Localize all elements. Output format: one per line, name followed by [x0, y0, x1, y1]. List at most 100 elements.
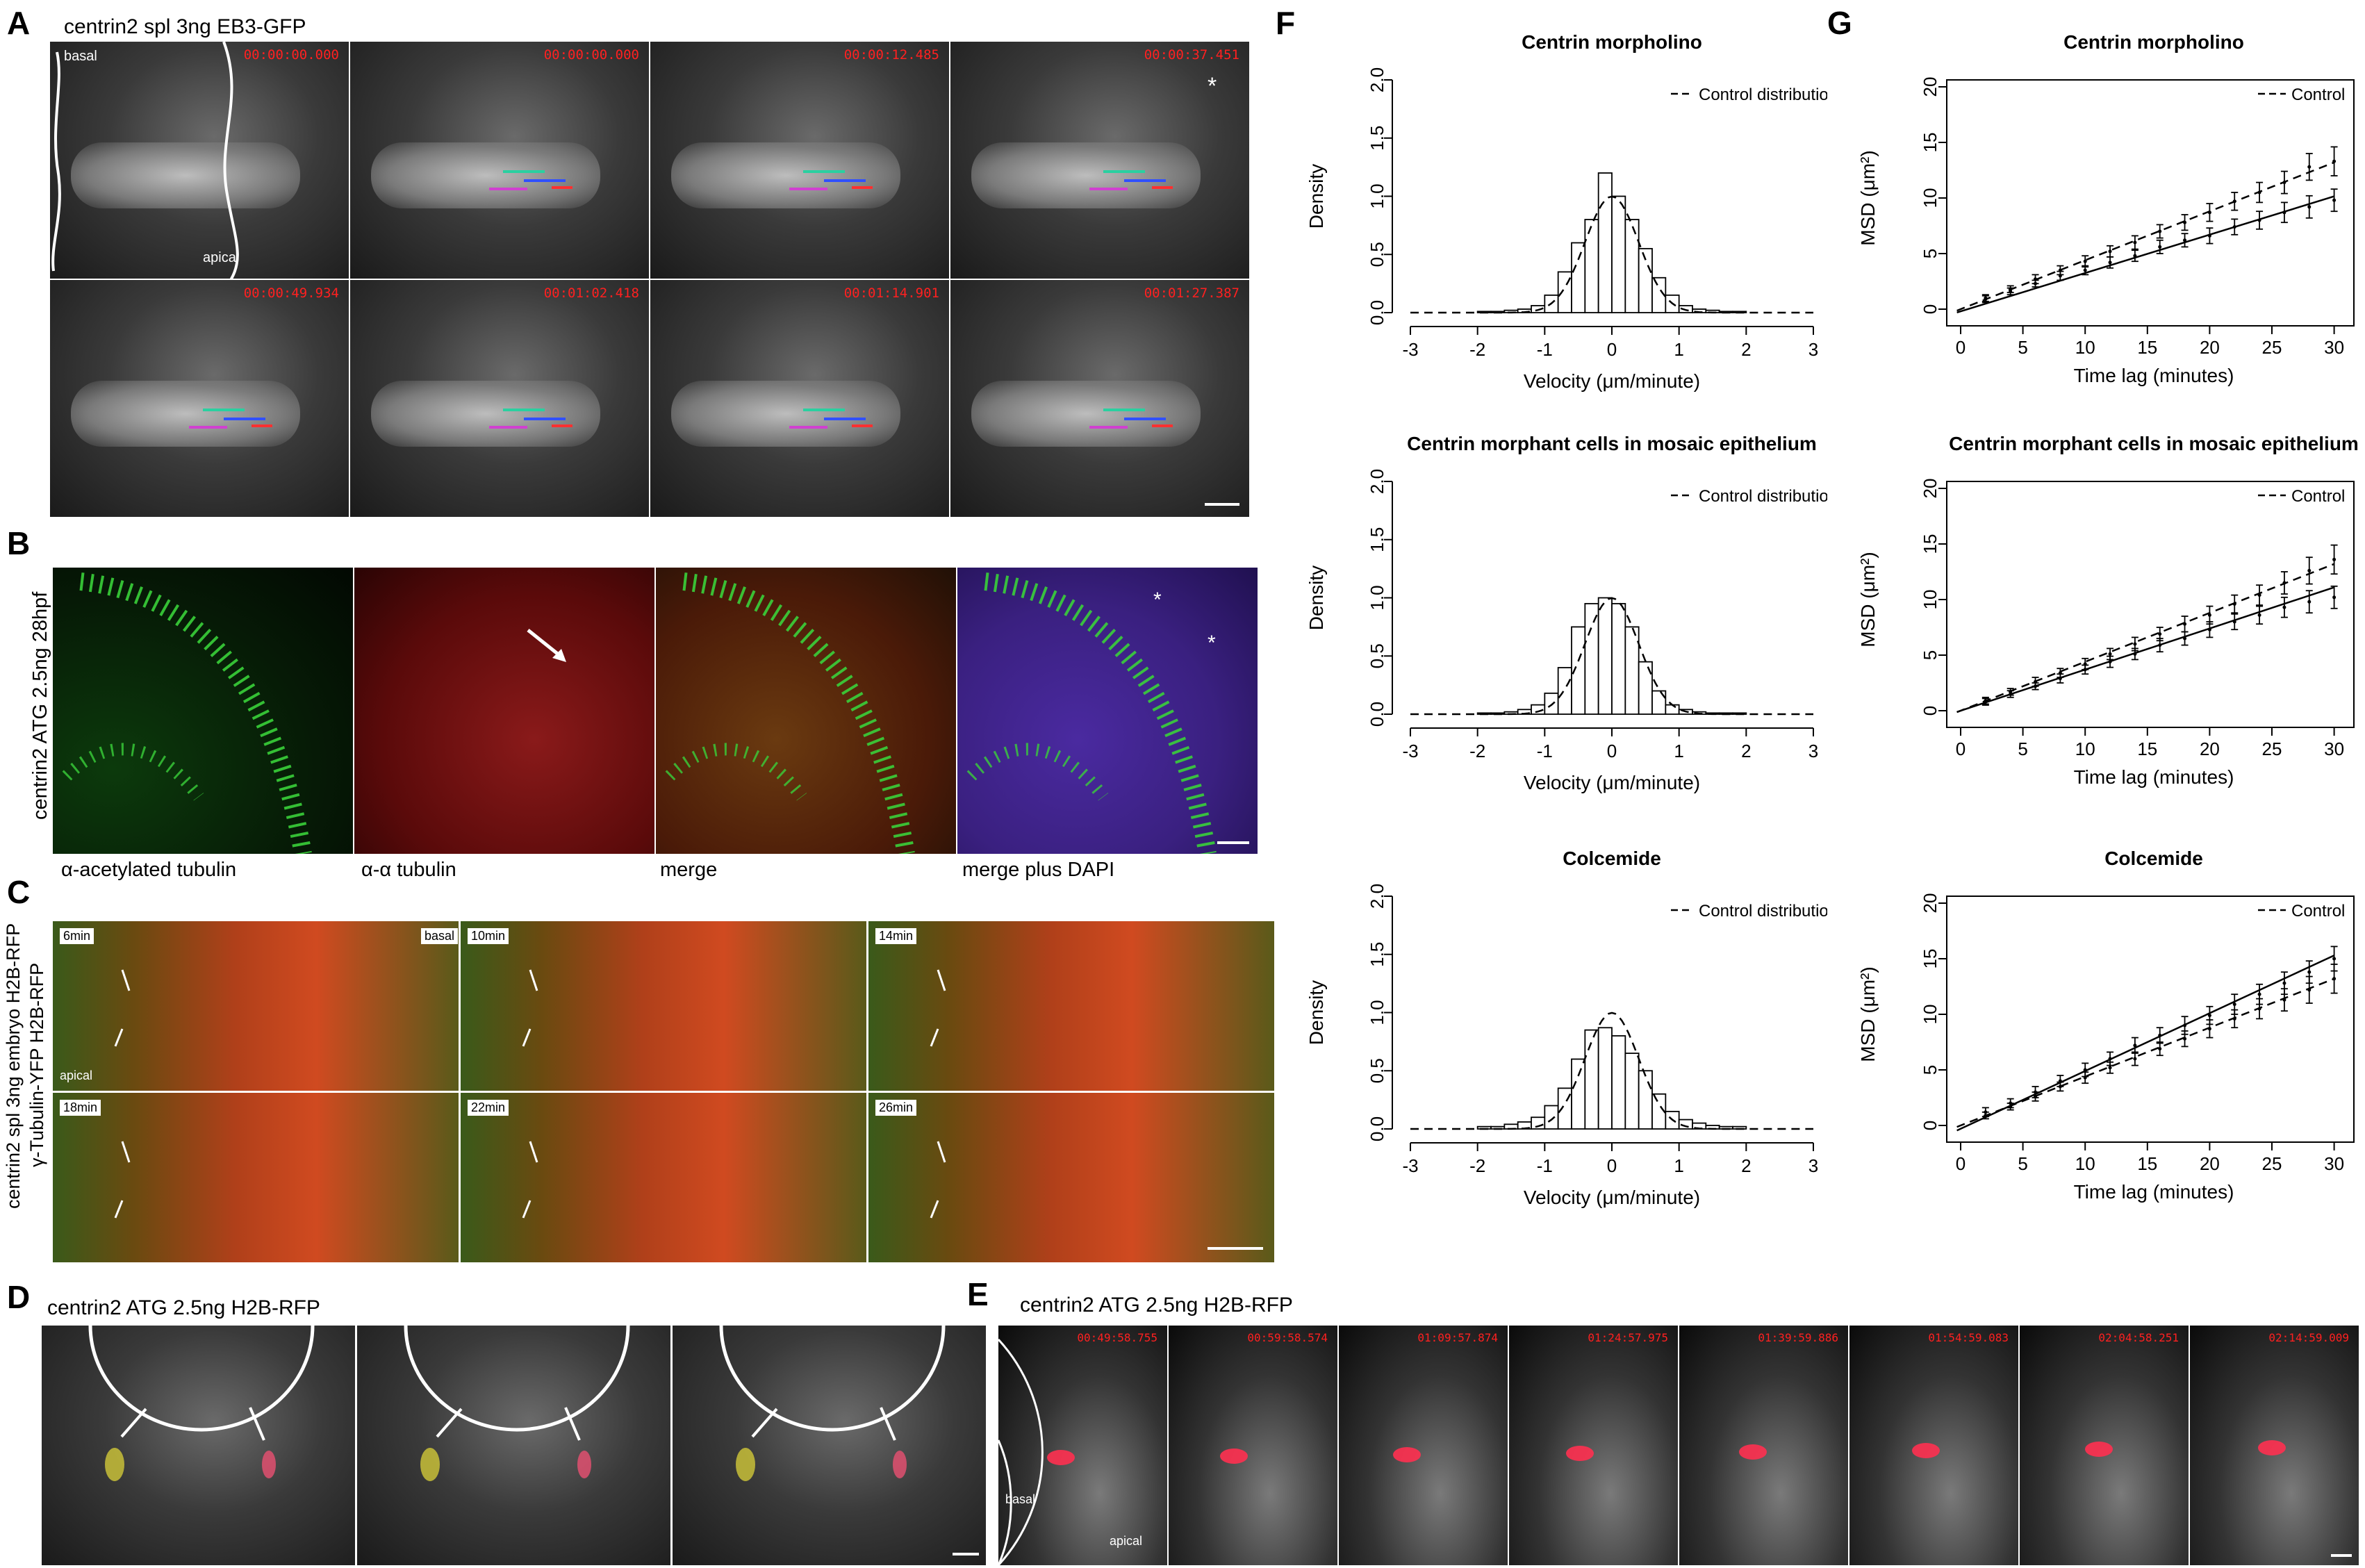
data-point: [2131, 1037, 2139, 1054]
histogram-bar: [1651, 690, 1667, 715]
y-tick-label: 1.5: [1367, 942, 1387, 967]
arrow-icon: [522, 1141, 538, 1219]
timestamp-label: 01:39:59.886: [1758, 1331, 1838, 1344]
y-tick-label: 0.5: [1367, 1058, 1387, 1083]
panel-e-frame: 01:39:59.886: [1679, 1326, 1848, 1565]
timestamp-label: 00:00:00.000: [543, 47, 639, 63]
panel-c-frame: 10min: [461, 921, 866, 1091]
x-tick-label: -3: [1402, 741, 1418, 761]
track-blue: [524, 418, 566, 420]
control-data-point: [2330, 544, 2338, 575]
scale-bar: [1208, 1247, 1263, 1250]
scale-bar: [953, 1553, 979, 1555]
control-data-point: [2057, 1081, 2064, 1092]
red-nucleus: [998, 1338, 1075, 1565]
panel-d-image: [357, 1326, 670, 1565]
data-point: [2156, 239, 2164, 254]
control-fit-line: [1956, 563, 2335, 713]
control-data-point: [2206, 203, 2214, 222]
timestamp-label: 00:00:49.934: [243, 286, 339, 301]
control-fit-line: [1956, 977, 2335, 1128]
timestamp-label: 02:14:59.009: [2268, 1331, 2349, 1344]
x-tick-label: 0: [1956, 337, 1966, 358]
plot-frame: [1946, 79, 2355, 327]
x-tick-label: 25: [2262, 738, 2282, 759]
data-point: [2231, 218, 2239, 236]
control-data-point: [2006, 688, 2014, 696]
timestamp-label: 00:49:58.755: [1077, 1331, 1157, 1344]
control-data-point: [2305, 153, 2313, 181]
y-tick-label: 0.0: [1367, 702, 1387, 727]
track-magenta: [789, 188, 827, 190]
chart-title: Colcemide: [2104, 848, 2203, 869]
x-tick-label: 20: [2200, 1153, 2220, 1174]
panel-a-frame: 00:00:37.451 *: [950, 42, 1249, 279]
control-data-point: [2107, 245, 2114, 258]
track-red: [552, 186, 572, 189]
panel-c-image-grid: 6min basal apical 10min 14min 18min 22min 26min: [53, 921, 1277, 1264]
msd-chart: Colcemide 0 5 10 15 20 0 5 10 15 20 25 30 Control MSD …: [1857, 848, 2355, 1203]
histogram-bar: [1624, 1053, 1640, 1130]
lumen-circle-overlay: [404, 1326, 630, 1481]
control-data-point: [2082, 657, 2089, 670]
x-tick-label: 10: [2075, 1153, 2095, 1174]
asterisk-marker: *: [1208, 632, 1216, 654]
panel-label-c: C: [7, 874, 31, 910]
timestamp-label: 01:09:57.874: [1417, 1331, 1498, 1344]
control-data-point: [1981, 294, 1989, 302]
histogram-chart: Colcemide 0.0 0.5 1.0 1.5 2.0 -3 -2 -1 0 1 2 3 Contro…: [1305, 848, 1827, 1208]
x-tick-label: 25: [2262, 1153, 2282, 1174]
y-tick-label: 2.0: [1367, 469, 1387, 494]
arrow-icon: [114, 969, 131, 1047]
x-tick-label: 20: [2200, 337, 2220, 358]
panel-c-frame: 6min basal apical: [53, 921, 459, 1091]
fit-line: [1956, 195, 2334, 314]
control-data-point: [2256, 181, 2264, 204]
control-data-point: [2280, 988, 2288, 1012]
panel-e-frame: 00:59:58.574: [1169, 1326, 1337, 1565]
x-tick-label: 15: [2137, 738, 2157, 759]
data-point: [2256, 211, 2264, 230]
track-green: [803, 170, 845, 173]
data-point: [2181, 233, 2189, 248]
y-tick-label: 0: [1920, 304, 1940, 314]
track-red: [252, 424, 272, 427]
apical-label: apical: [203, 250, 240, 265]
arrow-icon: [522, 969, 538, 1047]
plot-frame: [1946, 896, 2355, 1143]
red-nucleus: [1393, 1447, 1421, 1462]
track-magenta: [1089, 188, 1128, 190]
legend-label: Control: [2291, 902, 2345, 921]
msd-chart: Centrin morphant cells in mosaic epithel…: [1857, 433, 2359, 788]
y-tick-label: 5: [1920, 650, 1940, 660]
histogram-chart: Centrin morpholino 0.0 0.5 1.0 1.5 2.0 -3 -2 -1 0…: [1305, 31, 1827, 392]
track-blue: [824, 179, 866, 182]
control-data-point: [2280, 571, 2288, 595]
track-red: [852, 424, 873, 427]
panel-label-d: D: [7, 1279, 31, 1315]
y-tick-label: 1.0: [1367, 585, 1387, 610]
legend-label: Control distribution: [1699, 85, 1827, 104]
panel-b-image: [656, 568, 956, 854]
histogram-bar: [1597, 1027, 1613, 1130]
cell-bright-region: [671, 381, 900, 447]
control-data-point: [2032, 1091, 2039, 1102]
x-tick-label: 0: [1607, 1155, 1617, 1176]
x-axis-label: Velocity (μm/minute): [1524, 1187, 1700, 1208]
time-label: 26min: [875, 1100, 917, 1116]
panel-b-image: [53, 568, 353, 854]
y-tick-label: 0.0: [1367, 300, 1387, 325]
panel-c-frame: 14min: [868, 921, 1274, 1091]
panel-c-frame: 18min: [53, 1093, 459, 1262]
control-data-point: [2107, 1061, 2114, 1074]
control-data-point: [2082, 1071, 2089, 1084]
data-point: [2305, 195, 2313, 219]
track-green: [503, 408, 545, 411]
dot-arc: [665, 572, 915, 854]
x-tick-label: 5: [2018, 1153, 2027, 1174]
data-point: [2231, 613, 2239, 631]
x-tick-label: 0: [1956, 738, 1966, 759]
control-fit-line: [1956, 161, 2335, 312]
fit-line: [1956, 955, 2335, 1132]
timestamp-label: 00:01:14.901: [843, 286, 939, 301]
